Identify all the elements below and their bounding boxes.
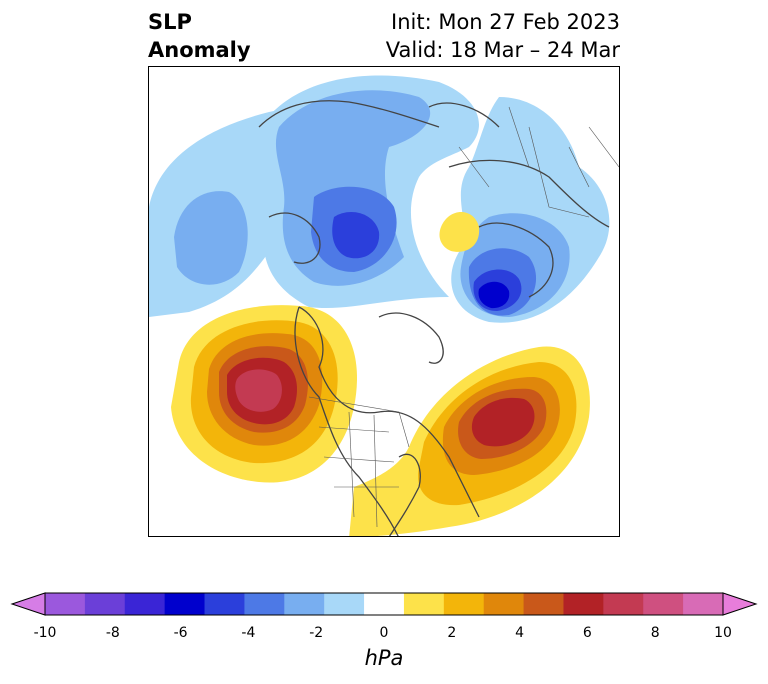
siberia-high	[439, 212, 480, 252]
colorbar-segment	[683, 593, 724, 615]
colorbar-tick-label: 0	[379, 625, 389, 641]
hudson-low	[255, 75, 479, 309]
colorbar-segment	[403, 593, 445, 615]
valid-date: Valid: 18 Mar – 24 Mar	[385, 38, 620, 62]
colorbar-segment	[563, 593, 604, 615]
colorbar-tick-label: 2	[447, 625, 457, 641]
colorbar-unit: hPa	[364, 646, 404, 670]
colorbar-tick-label: 10	[714, 625, 732, 641]
colorbar-tick-label: -10	[33, 625, 57, 641]
colorbar-tick-label: 8	[650, 625, 660, 641]
colorbar-segment	[324, 593, 365, 615]
title-line-2: Anomaly	[148, 38, 251, 62]
map-panel	[148, 66, 620, 537]
colorbar-segment	[643, 593, 684, 615]
colorbar-tick-label: -2	[309, 625, 324, 641]
colorbar-extend-low	[10, 592, 46, 616]
colorbar-segments	[10, 592, 758, 616]
colorbar-segment	[244, 593, 285, 615]
atl-high-core	[471, 397, 535, 447]
colorbar	[10, 592, 758, 616]
colorbar-segment	[45, 593, 86, 615]
map-title: SLP Anomaly	[148, 8, 251, 64]
colorbar-segment	[124, 593, 166, 615]
colorbar-segment	[523, 593, 564, 615]
colorbar-tick-label: -8	[105, 625, 120, 641]
init-date: Init: Mon 27 Feb 2023	[391, 10, 620, 34]
map-svg	[149, 75, 619, 536]
atlantic-high	[349, 346, 590, 536]
political-borders	[308, 106, 619, 528]
colorbar-frame	[44, 592, 724, 616]
colorbar-segment	[443, 593, 485, 615]
colorbar-segment	[204, 593, 245, 615]
north-pacific-high	[171, 305, 357, 483]
colorbar-tick-label: 4	[515, 625, 525, 641]
colorbar-segment	[483, 593, 525, 615]
colorbar-segment	[364, 593, 405, 615]
coastlines	[258, 100, 610, 536]
scandinavia-low	[451, 97, 610, 323]
colorbar-tick-label: 6	[582, 625, 592, 641]
pacific-low-mid	[174, 191, 248, 285]
colorbar-tick-label: -4	[241, 625, 256, 641]
title-line-1: SLP	[148, 10, 192, 34]
colorbar-segment	[284, 593, 325, 615]
date-info: Init: Mon 27 Feb 2023 Valid: 18 Mar – 24…	[386, 8, 620, 64]
siberia-high-fill	[439, 212, 480, 252]
colorbar-extend-high	[722, 592, 758, 616]
hudson-low-core	[332, 212, 380, 259]
colorbar-segment	[84, 593, 126, 615]
colorbar-tick-label: -6	[173, 625, 188, 641]
colorbar-segment	[603, 593, 644, 615]
colorbar-segment	[164, 593, 206, 615]
scandinavia-low-core	[478, 281, 510, 309]
npac-high-core	[235, 369, 282, 412]
